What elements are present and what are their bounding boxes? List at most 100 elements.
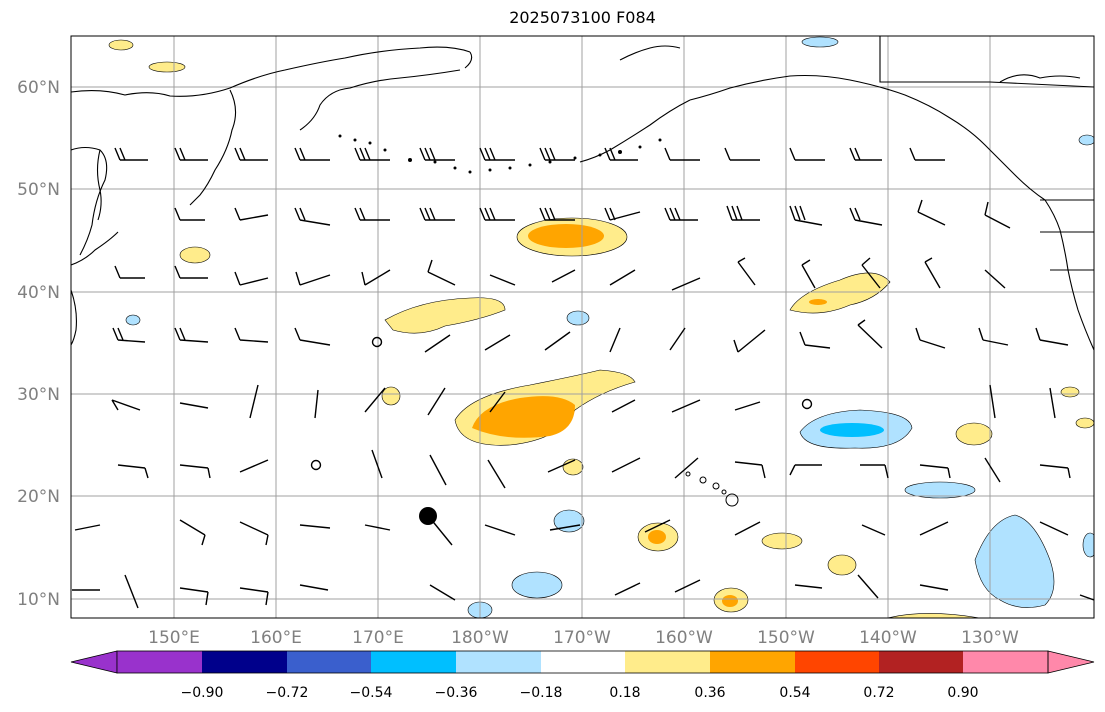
wind-barb (909, 147, 945, 161)
calm-circle (310, 459, 322, 471)
wind-barb (419, 207, 455, 221)
wind-barb (789, 205, 823, 226)
colorbar-tick-label: −0.90 (181, 685, 224, 701)
wind-barb (734, 461, 766, 479)
wind-barb (294, 207, 331, 226)
coast-sakhalin (96, 149, 102, 221)
graticule (71, 36, 1094, 618)
wind-barb (179, 402, 209, 409)
coast-okhotsk (71, 146, 108, 256)
wind-barb (354, 147, 390, 161)
wind-barb (484, 524, 516, 536)
colorbar-tick-label: 0.18 (609, 685, 640, 701)
coast-alaska-peninsula (579, 99, 691, 163)
wind-barb (857, 574, 879, 599)
wind-barb (547, 459, 576, 473)
wind-barb (479, 207, 515, 221)
wind-barb (112, 327, 146, 343)
wind-barb (917, 199, 946, 226)
wind-barb (74, 524, 101, 531)
lat-label: 40°N (17, 283, 60, 303)
wind-barb (671, 277, 701, 291)
wind-barb (604, 147, 638, 161)
wind-barb (551, 269, 576, 283)
colorbar-segment (963, 651, 1048, 673)
wind-barb (1035, 327, 1069, 346)
colorbar-tick-label: 0.54 (779, 685, 810, 701)
wind-barb (674, 457, 699, 479)
colorbar-segment (541, 651, 625, 673)
coast-alaska-west (464, 45, 681, 69)
coast-canada (1059, 229, 1094, 351)
wind-barb (295, 271, 331, 286)
wind-barb (117, 464, 149, 479)
colorbar-segment (202, 651, 287, 673)
contour-positive (1075, 417, 1094, 429)
wind-barb (609, 269, 636, 286)
calm-circle (371, 336, 383, 348)
wind-barb (861, 257, 881, 289)
wind-barb (644, 519, 671, 533)
wind-barb (489, 274, 516, 286)
wind-barb (419, 147, 455, 161)
wind-barb (111, 399, 141, 411)
wind-barb (849, 147, 882, 161)
colorbar-segment (625, 651, 710, 673)
wind-barb (427, 387, 446, 416)
wind-barb (179, 464, 211, 479)
colorbar-tick-label: 0.36 (694, 685, 725, 701)
colorbar-tick-label: 0.72 (863, 685, 894, 701)
plot-frame (70, 35, 1095, 619)
wind-barb (429, 584, 456, 601)
lon-label: 150°W (757, 628, 815, 648)
colorbar-segment (879, 651, 963, 673)
contour-positive (384, 297, 506, 334)
wind-barb (604, 207, 641, 221)
wind-barb (1079, 594, 1094, 601)
wind-barb (294, 327, 331, 346)
contour-negative (125, 314, 141, 326)
colorbar-tick-label: −0.54 (350, 685, 393, 701)
wind-barb (174, 327, 209, 343)
wind-barb (801, 259, 816, 289)
wind-barb (860, 464, 889, 479)
wind-barb (989, 384, 996, 419)
wind-barb (726, 205, 760, 221)
coast-siberia (71, 46, 471, 97)
wind-barb (857, 319, 883, 349)
lon-label: 160°W (655, 628, 713, 648)
lon-label: 170°E (352, 628, 404, 648)
contour-positive (827, 554, 857, 576)
colorbar-extend-high (1047, 650, 1095, 674)
wind-barb (487, 459, 506, 489)
colorbar-frame (116, 650, 1049, 674)
wind-barb (174, 207, 205, 221)
wind-barb (249, 384, 259, 419)
wind-barb (734, 521, 761, 536)
wind-barb (1039, 464, 1071, 479)
contour-positive (108, 39, 134, 51)
colorbar-segment (795, 651, 879, 673)
wind-barb (861, 524, 886, 536)
contour-negative (566, 310, 590, 326)
lon-label: 160°E (250, 628, 302, 648)
wind-barb (234, 271, 269, 286)
colorbar-segment (117, 651, 202, 673)
wind-barb (239, 587, 269, 606)
wind-barb (539, 207, 575, 221)
wind-barb (479, 147, 515, 161)
hawaiian-islands (685, 471, 739, 507)
wind-barb (179, 519, 206, 546)
wind-barbs (72, 147, 1094, 609)
lon-label: 170°W (553, 628, 611, 648)
wind-barb (674, 579, 701, 593)
wind-barb (174, 265, 208, 279)
coast-kamchatka (189, 89, 237, 206)
contour-negative (511, 571, 563, 599)
lon-label: 130°W (961, 628, 1019, 648)
wind-barb (539, 147, 575, 161)
wind-barb (364, 387, 386, 413)
contour-positive (886, 613, 981, 618)
contour-strong-positive (809, 299, 827, 305)
wind-barb (239, 459, 269, 473)
